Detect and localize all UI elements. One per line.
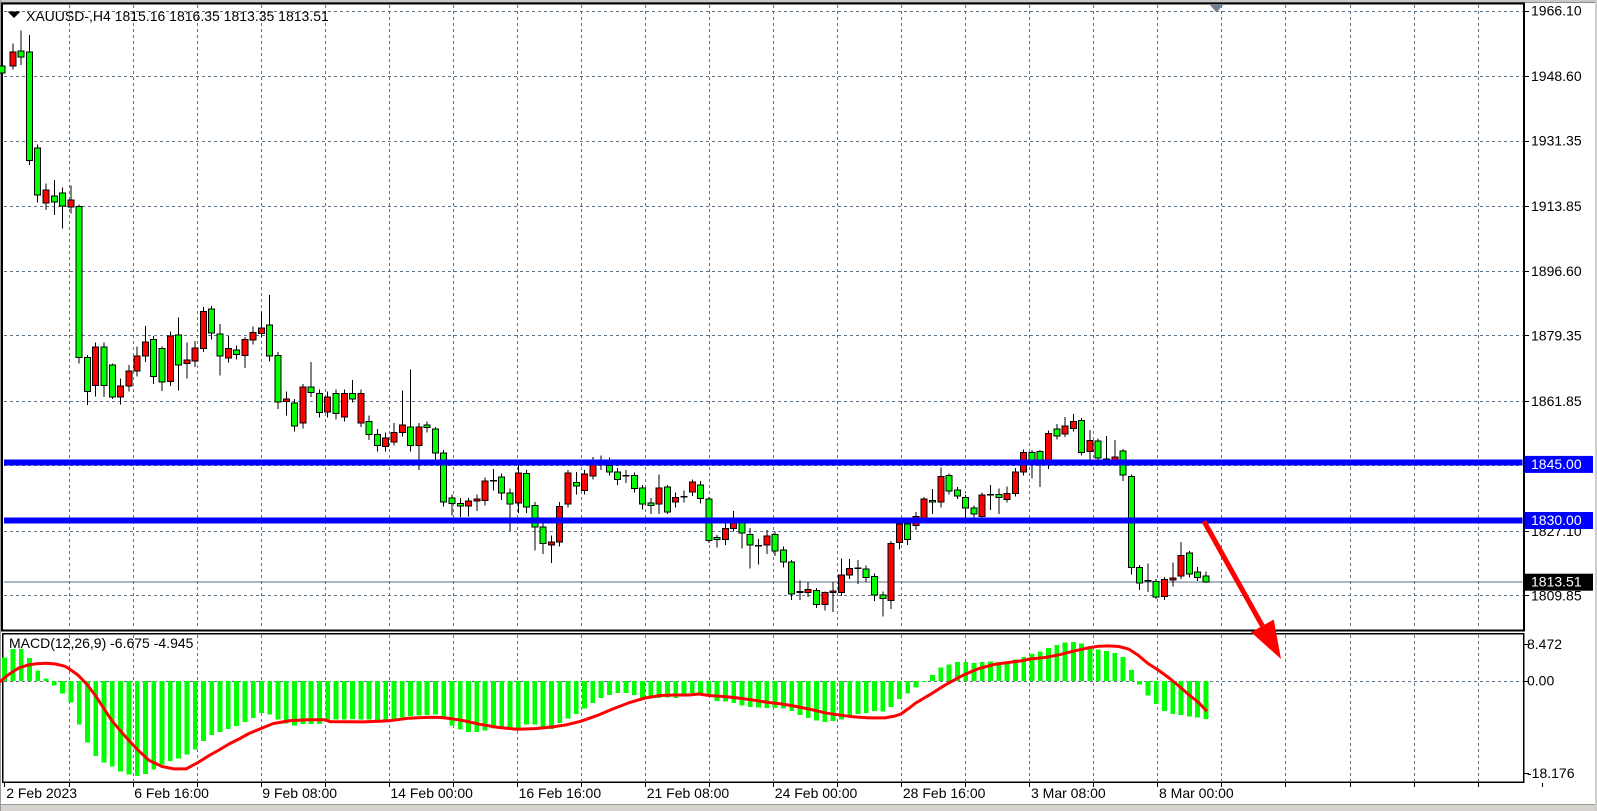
svg-text:1879.35: 1879.35	[1531, 327, 1582, 343]
svg-text:21 Feb 08:00: 21 Feb 08:00	[647, 785, 730, 801]
svg-text:8.472: 8.472	[1527, 636, 1562, 652]
svg-text:8 Mar 00:00: 8 Mar 00:00	[1159, 785, 1234, 801]
svg-text:1861.85: 1861.85	[1531, 393, 1582, 409]
svg-text:14 Feb 00:00: 14 Feb 00:00	[390, 785, 473, 801]
svg-text:16 Feb 16:00: 16 Feb 16:00	[519, 785, 602, 801]
svg-text:9 Feb 08:00: 9 Feb 08:00	[262, 785, 337, 801]
svg-text:XAUUSD-,H4 1815.16 1816.35 18: XAUUSD-,H4 1815.16 1816.35 1813.35 1813.…	[26, 8, 329, 24]
svg-text:1896.60: 1896.60	[1531, 263, 1582, 279]
svg-text:24 Feb 00:00: 24 Feb 00:00	[775, 785, 858, 801]
svg-text:1948.60: 1948.60	[1531, 68, 1582, 84]
svg-text:1966.10: 1966.10	[1531, 3, 1582, 19]
svg-text:1813.51: 1813.51	[1531, 574, 1582, 590]
svg-text:-18.176: -18.176	[1527, 765, 1575, 781]
svg-text:6 Feb 16:00: 6 Feb 16:00	[134, 785, 209, 801]
svg-text:1913.85: 1913.85	[1531, 198, 1582, 214]
svg-text:28 Feb 16:00: 28 Feb 16:00	[903, 785, 986, 801]
svg-text:1830.00: 1830.00	[1531, 512, 1582, 528]
svg-text:MACD(12,26,9) -6.675 -4.945: MACD(12,26,9) -6.675 -4.945	[9, 635, 194, 651]
svg-text:1845.00: 1845.00	[1531, 456, 1582, 472]
svg-text:0.00: 0.00	[1527, 673, 1554, 689]
svg-text:3 Mar 08:00: 3 Mar 08:00	[1031, 785, 1106, 801]
svg-text:1931.35: 1931.35	[1531, 133, 1582, 149]
svg-text:2 Feb 2023: 2 Feb 2023	[6, 785, 77, 801]
svg-text:1809.85: 1809.85	[1531, 587, 1582, 603]
